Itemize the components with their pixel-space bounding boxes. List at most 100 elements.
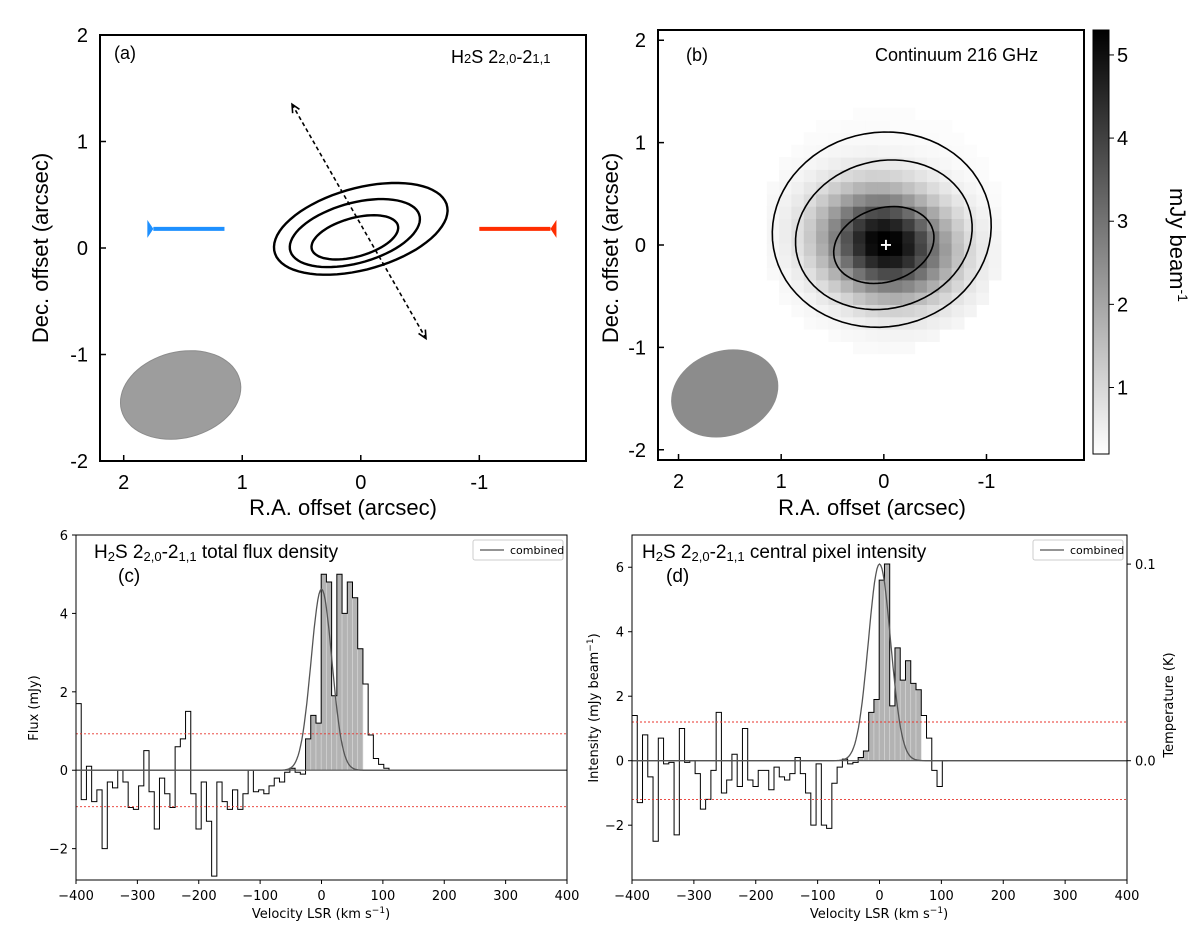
- panel-b-pixel: [840, 292, 854, 305]
- panel-a-outflow-axis: [291, 103, 427, 339]
- panel-a-ytick-label: -1: [70, 345, 88, 367]
- panel-b-pixel: [828, 243, 842, 256]
- panel-b-pixel: [939, 181, 953, 195]
- panel-b-pixel: [865, 267, 879, 281]
- panel-b-pixel: [976, 279, 990, 293]
- panel-b-pixel: [791, 169, 805, 183]
- panel-b-pixel: [791, 230, 805, 244]
- panel-b-pixel: [914, 304, 928, 318]
- panel-b-pixel: [779, 218, 792, 232]
- panel-d-xtick-label: −400: [614, 889, 650, 904]
- panel-b-pixel: [951, 292, 965, 305]
- panel-b-pixel: [828, 304, 842, 318]
- panel-b-pixel: [926, 255, 940, 269]
- panel-b-pixel: [926, 193, 940, 207]
- panel-b-pixel: [816, 132, 829, 146]
- panel-d-xtick-label: 200: [991, 889, 1016, 904]
- panel-d-gaussian-fit: [632, 563, 1127, 762]
- panel-c-ytick-label: 4: [60, 607, 68, 622]
- panel-b-pixel: [766, 181, 780, 195]
- panel-d-line-channel: [873, 699, 880, 762]
- panel-b-pixel: [853, 341, 866, 355]
- panel-b-pixel: [766, 193, 780, 207]
- panel-b-pixel: [939, 243, 953, 256]
- panel-b-pixel: [963, 279, 977, 293]
- panel-b-pixel: [976, 218, 990, 232]
- panel-b-pixel: [840, 230, 854, 244]
- panel-d-ytick-label: −2: [605, 819, 624, 834]
- colorbar: [1092, 29, 1110, 455]
- panel-d-xtick-label: −300: [676, 889, 712, 904]
- panel-c-xtick-label: 300: [493, 889, 518, 904]
- panel-b-pixel: [840, 144, 854, 158]
- panel-b-pixel: [816, 304, 829, 318]
- panel-b-pixel: [951, 144, 965, 158]
- panel-b-pixel: [877, 255, 891, 269]
- panel-b-pixel: [890, 316, 903, 330]
- panel-b-pixel: [853, 218, 866, 232]
- panel-b-pixel: [865, 193, 879, 207]
- panel-b-pixel: [902, 304, 916, 318]
- panel-b-pixel: [816, 243, 829, 256]
- panel-b-pixel: [926, 181, 940, 195]
- panel-b-pixel: [926, 292, 940, 305]
- panel-b-pixel: [840, 255, 854, 269]
- panel-b-pixel: [963, 157, 977, 170]
- panel-d-line-channel: [868, 712, 875, 762]
- panel-b-pixel: [926, 316, 940, 330]
- panel-b-pixel: [939, 267, 953, 281]
- panel-b-pixel: [865, 329, 879, 342]
- panel-a-ylabel: Dec. offset (arcsec): [28, 153, 53, 343]
- panel-b-pixel: [877, 181, 891, 195]
- panel-c-gaussian-fit: [76, 588, 567, 771]
- panel-b-pixel: [803, 255, 817, 269]
- panel-b-pixel: [951, 206, 965, 219]
- panel-d-line-channel: [878, 579, 885, 762]
- panel-d-line-channel: [863, 750, 869, 762]
- panel-b-pixel: [828, 157, 842, 170]
- panel-b-pixel: [926, 144, 940, 158]
- panel-b-pixel: [779, 255, 792, 269]
- panel-d-line-channel: [889, 705, 896, 762]
- panel-b-pixel: [939, 279, 953, 293]
- panel-b-pixel: [951, 243, 965, 256]
- panel-b-pixel: [828, 267, 842, 281]
- panel-b-pixel: [791, 292, 805, 305]
- panel-b-pixel: [766, 230, 780, 244]
- panel-b-pixel: [951, 267, 965, 281]
- panel-c-line-channel: [346, 581, 353, 771]
- panel-a-blue-lobe-cap: [147, 219, 154, 238]
- panel-b-pixel: [902, 144, 916, 158]
- panel-b-pixel: [890, 218, 903, 232]
- colorbar-label: mJy beam-1: [1165, 188, 1191, 302]
- panel-c-line-channel: [305, 738, 312, 771]
- panel-b-pixel: [902, 329, 916, 342]
- panel-b-pixel: [803, 144, 817, 158]
- panel-b-pixel: [951, 193, 965, 207]
- panel-b-pixel: [902, 292, 916, 305]
- panel-b-xtick-label: -1: [978, 471, 996, 493]
- panel-b-pixel: [926, 329, 940, 342]
- panel-b-pixel: [853, 120, 866, 133]
- panel-b-ytick-label: 0: [635, 235, 646, 257]
- panel-b-pixel: [951, 157, 965, 170]
- panel-a: 2 1 0 -1 -2 -1 0 1 2 (a) H2S 22,0-21,1 R.A. offs…: [28, 25, 587, 520]
- panel-b-pixel: [963, 181, 977, 195]
- panel-b-center-marker: +: [879, 235, 892, 254]
- panel-b-pixel: [877, 193, 891, 207]
- panel-b-pixel: [877, 157, 891, 170]
- panel-d: −400 −300 −200 −100 0 100 200 300 400 −2 0 2 4 6 0.0 0.…: [586, 534, 1177, 922]
- panel-b-pixel: [877, 304, 891, 318]
- panel-b-pixel: [865, 132, 879, 146]
- panel-b-pixel: [791, 267, 805, 281]
- panel-b-pixel: [914, 218, 928, 232]
- panel-b-pixel: [816, 218, 829, 232]
- panel-d-ytick-label: 4: [616, 626, 624, 641]
- panel-b-pixel: [976, 255, 990, 269]
- panel-b-pixel: [865, 107, 879, 121]
- panel-b-ytick-label: 1: [635, 133, 646, 155]
- panel-a-label: (a): [114, 43, 136, 63]
- panel-b-pixel: [877, 329, 891, 342]
- panel-b-pixel: [853, 107, 866, 121]
- panel-b-pixel: [877, 267, 891, 281]
